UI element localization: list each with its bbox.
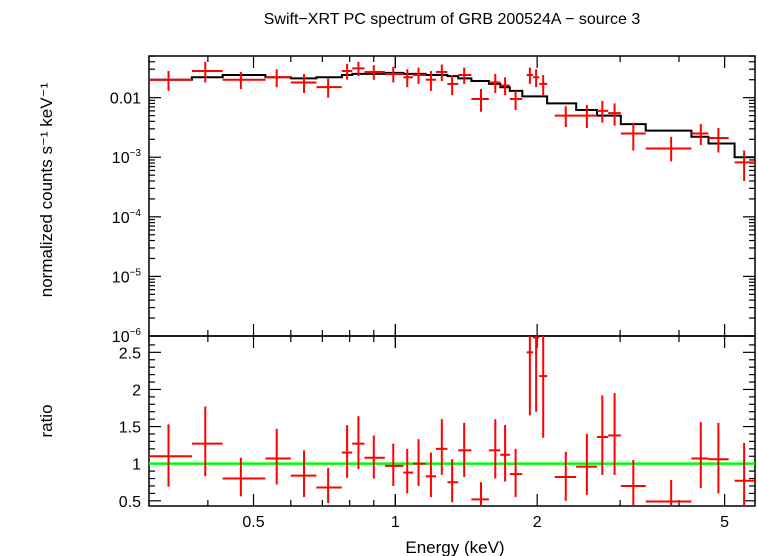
ratio-data-point xyxy=(364,435,385,479)
ratio-data-point xyxy=(265,428,291,485)
ratio-data-point xyxy=(352,416,365,469)
ratio-data-point xyxy=(554,451,577,501)
spectrum-data-point xyxy=(576,105,598,128)
spectrum-data-point xyxy=(533,69,540,88)
top-y-tick-label: 0.01 xyxy=(110,91,141,108)
spectrum-data-point xyxy=(341,63,353,80)
chart-title: Swift−XRT PC spectrum of GRB 200524A − s… xyxy=(264,11,641,28)
bottom-y-tick-label: 1 xyxy=(132,457,141,474)
x-tick-label: 2 xyxy=(533,514,542,531)
ratio-data-point xyxy=(645,480,692,506)
ratio-data-point xyxy=(539,336,548,438)
spectrum-data-point xyxy=(608,103,621,126)
spectrum-data-point xyxy=(500,77,510,96)
ratio-data-point xyxy=(734,442,755,506)
top-y-axis-title: normalized counts s⁻¹ keV⁻¹ xyxy=(37,82,56,297)
spectrum-data-point xyxy=(384,66,404,83)
top-y-tick-label: 10−4 xyxy=(112,208,142,227)
ratio-data-point xyxy=(384,443,404,486)
ratio-data-point xyxy=(691,422,709,489)
spectrum-data-point xyxy=(316,78,342,98)
spectrum-data-point xyxy=(364,65,385,80)
spectrum-data-point xyxy=(412,67,426,84)
spectrum-data-point xyxy=(539,74,548,96)
spectrum-data-point xyxy=(290,73,317,93)
ratio-data-point xyxy=(597,395,609,475)
spectrum-data-point xyxy=(488,73,501,93)
ratio-data-point xyxy=(708,422,729,494)
spectrum-data-point xyxy=(734,150,755,181)
spectrum-data-point xyxy=(554,106,577,128)
x-tick-label: 0.5 xyxy=(242,514,264,531)
ratio-data-point xyxy=(509,448,523,498)
spectrum-data-point xyxy=(458,67,472,84)
spectrum-data-point xyxy=(526,67,534,84)
ratio-panel: 0.5 1 2 5 0.5 1 1.5 2 2.5 xyxy=(119,335,756,531)
ratio-data-point xyxy=(341,425,353,478)
spectrum-panel: 0.01 10−3 10−4 10−5 10−6 xyxy=(110,55,756,346)
bottom-plot-frame xyxy=(148,335,756,507)
ratio-data-point xyxy=(412,439,426,486)
spectrum-data-point xyxy=(265,69,291,88)
spectrum-data-point xyxy=(509,90,523,111)
spectrum-data-point xyxy=(191,61,223,83)
ratio-data-point xyxy=(222,457,266,497)
spectrum-data-point xyxy=(645,136,692,162)
ratio-data-point xyxy=(191,406,223,477)
x-tick-label: 1 xyxy=(391,514,400,531)
ratio-data-point xyxy=(149,424,192,487)
bottom-y-tick-label: 1.5 xyxy=(119,420,141,437)
spectrum-data-point xyxy=(597,100,609,123)
top-plot-frame xyxy=(148,55,756,337)
spectrum-data-point xyxy=(149,71,192,91)
ratio-data-point xyxy=(576,433,598,495)
spectrum-data-point xyxy=(471,88,489,112)
spectrum-data-point xyxy=(352,61,365,77)
ratio-data-point xyxy=(458,422,472,478)
ratio-data-point xyxy=(425,452,437,498)
spectrum-data-point xyxy=(620,122,646,151)
spectrum-data-point xyxy=(436,64,448,82)
top-y-tick-label: 10−5 xyxy=(112,267,142,286)
ratio-data-point xyxy=(436,419,448,475)
bottom-y-tick-label: 0.5 xyxy=(119,494,141,511)
ratio-data-point xyxy=(526,336,534,416)
model-step-line xyxy=(149,71,755,159)
spectrum-data-point xyxy=(447,74,459,96)
bottom-y-tick-label: 2 xyxy=(132,382,141,399)
ratio-data-point xyxy=(620,459,646,506)
ratio-data-point xyxy=(488,419,501,479)
bottom-y-axis-title: ratio xyxy=(37,404,56,437)
spectrum-data-point xyxy=(425,71,437,91)
top-y-tick-label: 10−6 xyxy=(112,327,142,346)
ratio-data-point xyxy=(447,459,459,503)
top-y-tick-label: 10−3 xyxy=(112,148,142,167)
spectrum-data-point xyxy=(708,127,729,153)
spectrum-data-point xyxy=(691,124,709,146)
ratio-data-point xyxy=(290,450,317,498)
x-axis-title: Energy (keV) xyxy=(405,538,504,556)
x-tick-label: 5 xyxy=(720,514,729,531)
ratio-data-point xyxy=(471,482,489,506)
bottom-y-tick-label: 2.5 xyxy=(119,345,141,362)
ratio-data-point xyxy=(608,393,621,475)
ratio-data-point xyxy=(403,448,413,494)
ratio-data-point xyxy=(533,336,540,412)
ratio-data-point xyxy=(316,468,342,504)
spectrum-data-point xyxy=(222,71,266,89)
ratio-data-point xyxy=(500,425,510,482)
spectrum-data-point xyxy=(403,69,413,88)
